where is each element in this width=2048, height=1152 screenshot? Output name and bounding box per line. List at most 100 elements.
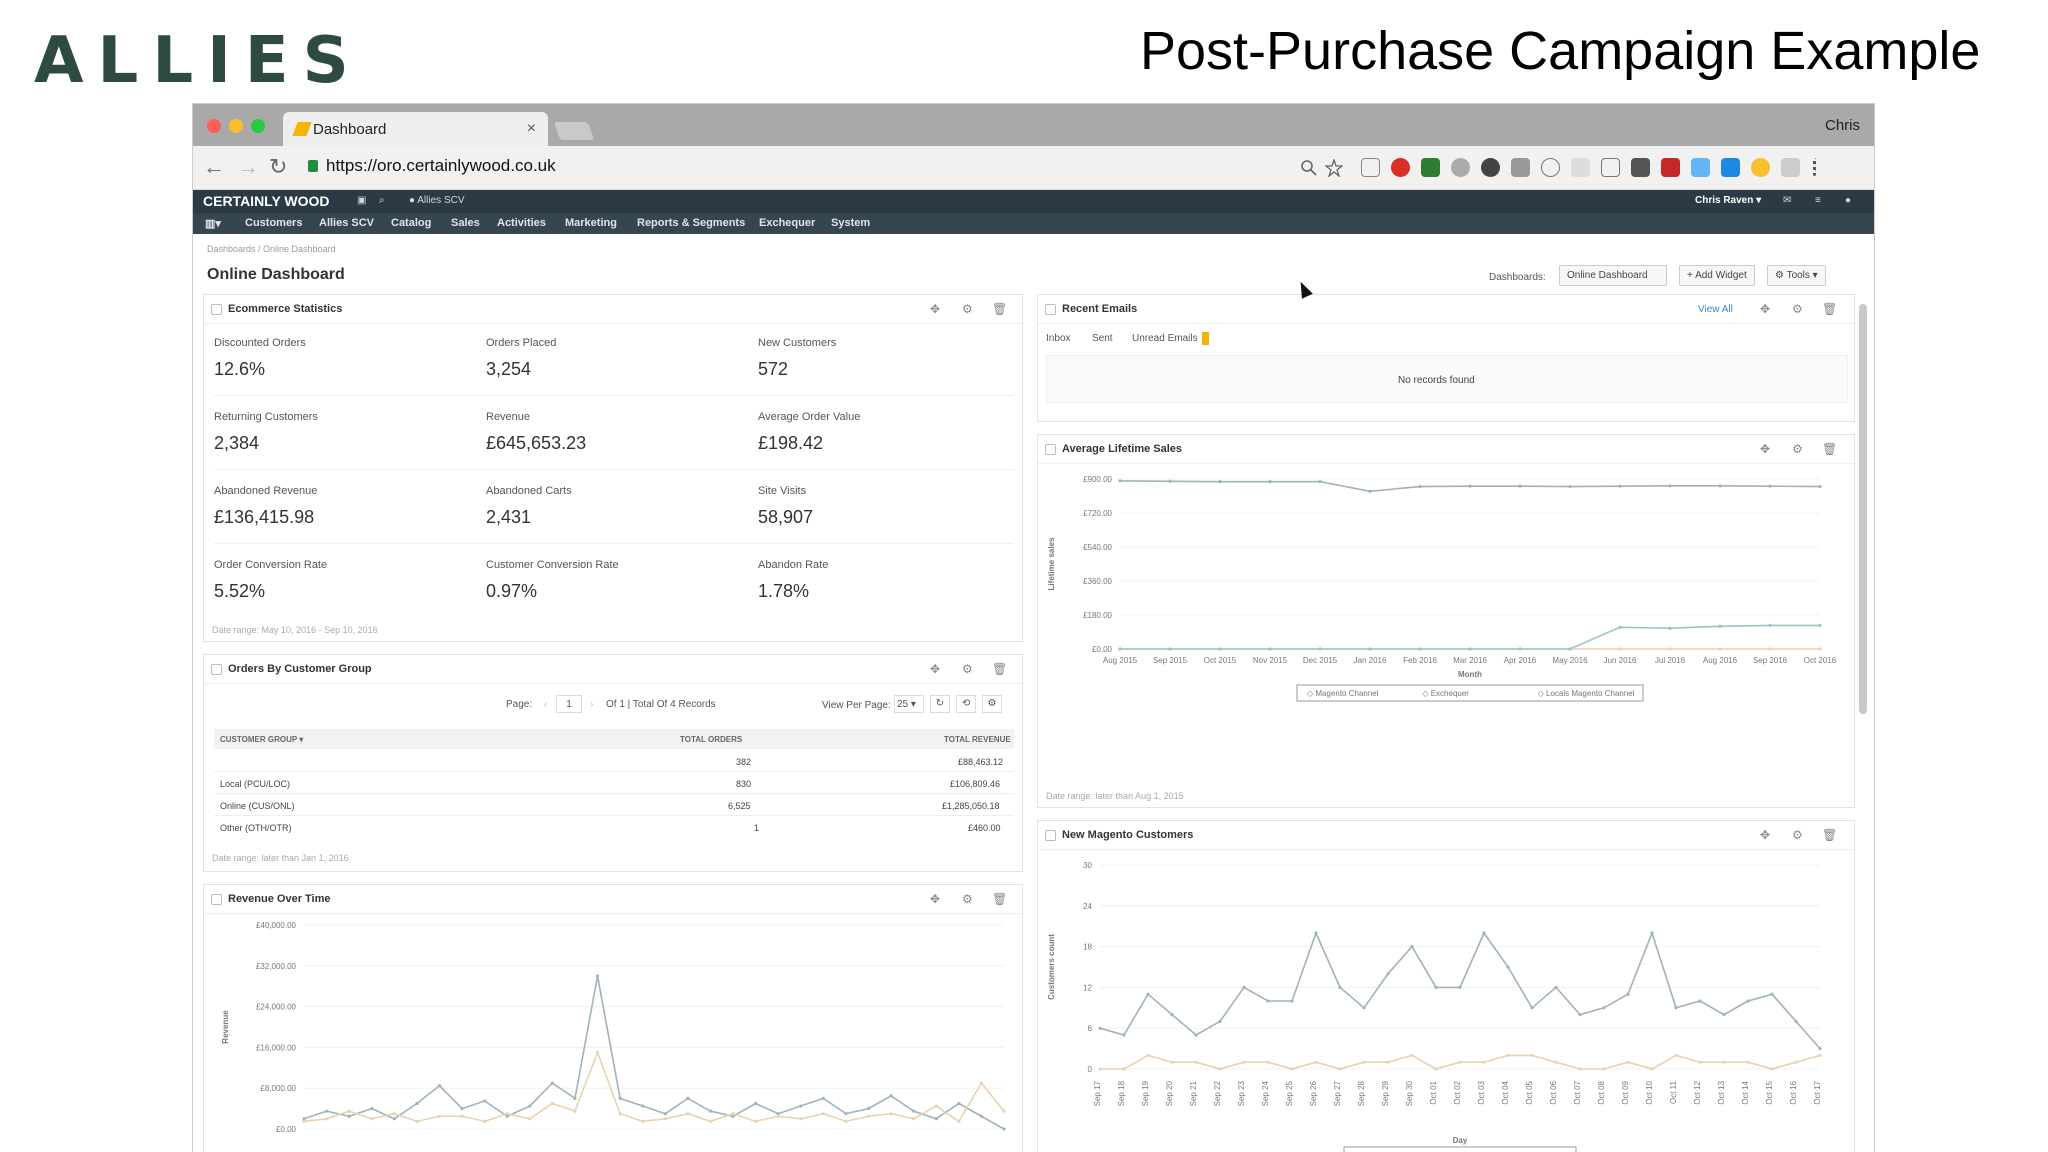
lock-extension-icon[interactable]: [1721, 158, 1740, 177]
delete-icon[interactable]: 🗑: [992, 892, 1008, 906]
data-point: [1768, 647, 1772, 651]
dashboard-select[interactable]: Online Dashboard: [1559, 265, 1667, 286]
new-tab-button[interactable]: [553, 122, 595, 140]
x-tick-label: Sep 29: [1381, 1080, 1390, 1106]
delete-icon[interactable]: 🗑: [1822, 442, 1838, 456]
move-icon[interactable]: ✥: [930, 892, 941, 906]
settings-icon[interactable]: ⚙: [962, 892, 973, 906]
browser-tab-dashboard[interactable]: Dashboard ×: [283, 112, 548, 146]
move-icon[interactable]: ✥: [1760, 302, 1771, 316]
per-page-select[interactable]: 25 ▾: [894, 695, 924, 713]
collapse-icon[interactable]: [211, 304, 222, 315]
x-tick-label: Oct 2016: [1804, 656, 1837, 665]
menu-item[interactable]: Allies SCV: [319, 217, 375, 229]
next-page-icon[interactable]: ›: [590, 699, 594, 710]
data-point: [708, 1119, 713, 1123]
menu-item[interactable]: Customers: [245, 217, 303, 229]
menu-kebab-icon[interactable]: [1813, 158, 1819, 177]
view-all-link[interactable]: View All: [1698, 304, 1733, 315]
tab-close-icon[interactable]: ×: [526, 120, 536, 137]
shortcuts-icon[interactable]: ▣: [357, 195, 367, 206]
stat-value: 0.97%: [486, 581, 538, 601]
move-icon[interactable]: ✥: [930, 662, 941, 676]
grid-settings-icon[interactable]: ⚙: [982, 695, 1002, 713]
dashboard-menu-icon[interactable]: ▥▾: [205, 218, 221, 230]
data-point: [1602, 1006, 1606, 1010]
close-window-icon[interactable]: [207, 119, 221, 133]
minimize-window-icon[interactable]: [229, 119, 243, 133]
collapse-icon[interactable]: [1045, 830, 1056, 841]
settings-icon[interactable]: ⚙: [962, 302, 973, 316]
collapse-icon[interactable]: [1045, 444, 1056, 455]
page-scrollbar[interactable]: [1859, 304, 1867, 714]
profile-name[interactable]: Chris: [1824, 117, 1860, 134]
help-icon[interactable]: ●: [1845, 195, 1852, 206]
settings-icon[interactable]: ⚙: [1792, 302, 1803, 316]
menu-item[interactable]: Sales: [451, 217, 480, 229]
url-input[interactable]: https://oro.certainlywood.co.uk: [308, 156, 556, 176]
breadcrumb[interactable]: Dashboards / Online Dashboard: [207, 244, 336, 254]
add-widget-button[interactable]: + Add Widget: [1679, 265, 1755, 286]
move-icon[interactable]: ✥: [930, 302, 941, 316]
mail-icon[interactable]: ✉: [1783, 195, 1792, 206]
menu-item[interactable]: Marketing: [565, 217, 617, 229]
move-icon[interactable]: ✥: [1760, 442, 1771, 456]
bookmark-star-icon[interactable]: [1325, 159, 1343, 177]
delete-icon[interactable]: 🗑: [1822, 828, 1838, 842]
collapse-icon[interactable]: [211, 894, 222, 905]
move-icon[interactable]: ✥: [1760, 828, 1771, 842]
menu-item[interactable]: Activities: [497, 217, 546, 229]
screen-extension-icon[interactable]: [1601, 158, 1620, 177]
forward-icon[interactable]: →: [237, 154, 259, 179]
calendar-extension-icon[interactable]: [1661, 158, 1680, 177]
settings-icon[interactable]: ⚙: [962, 662, 973, 676]
gmail-extension-icon[interactable]: [1631, 158, 1650, 177]
tools-button[interactable]: ⚙ Tools ▾: [1767, 265, 1826, 286]
column-header-total-orders[interactable]: TOTAL ORDERS: [680, 735, 743, 744]
reload-icon[interactable]: ↻: [269, 154, 288, 179]
grid-extension-icon[interactable]: [1511, 158, 1530, 177]
delete-icon[interactable]: 🗑: [992, 302, 1008, 316]
settings-icon[interactable]: ⚙: [1792, 828, 1803, 842]
menu-item[interactable]: Reports & Segments: [637, 217, 746, 229]
info-extension-icon[interactable]: [1541, 158, 1560, 177]
date-extension-icon[interactable]: [1691, 158, 1710, 177]
adblock-extension-icon[interactable]: [1391, 158, 1410, 177]
delete-icon[interactable]: 🗑: [992, 662, 1008, 676]
settings-icon[interactable]: ⚙: [1792, 442, 1803, 456]
menu-item[interactable]: System: [831, 217, 871, 229]
leaf-extension-icon[interactable]: [1751, 158, 1770, 177]
user-menu[interactable]: Chris Raven ▾: [1695, 195, 1762, 206]
menu-item[interactable]: Catalog: [391, 217, 432, 229]
cast-extension-icon[interactable]: [1361, 158, 1380, 177]
app-search-icon[interactable]: ⌕: [379, 195, 385, 206]
refresh-icon[interactable]: ↻: [930, 695, 950, 713]
delete-icon[interactable]: 🗑: [1822, 302, 1838, 316]
column-header-customer-group[interactable]: CUSTOMER GROUP ▾: [220, 735, 304, 744]
tab-unread-emails[interactable]: Unread Emails: [1132, 333, 1198, 344]
bw-extension-icon[interactable]: [1421, 158, 1440, 177]
collapse-icon[interactable]: [211, 664, 222, 675]
eye-extension-icon[interactable]: [1451, 158, 1470, 177]
collapse-icon[interactable]: [1045, 304, 1056, 315]
prev-page-icon[interactable]: ‹: [544, 699, 548, 710]
table-cell-group: Online (CUS/ONL): [220, 801, 295, 811]
zoom-icon[interactable]: [1301, 160, 1317, 176]
tab-sent[interactable]: Sent: [1092, 333, 1113, 344]
reset-icon[interactable]: ⟲: [956, 695, 976, 713]
back-icon[interactable]: ←: [203, 154, 225, 179]
stat-value: 3,254: [486, 359, 532, 379]
maximize-window-icon[interactable]: [251, 119, 265, 133]
page-number-input[interactable]: 1: [556, 695, 582, 713]
app-brand[interactable]: CERTAINLY WOOD: [203, 193, 330, 209]
menu-item[interactable]: Exchequer: [759, 217, 816, 229]
page-extension-icon[interactable]: [1781, 158, 1800, 177]
column-header-total-revenue[interactable]: TOTAL REVENUE: [944, 735, 1011, 744]
ghostery-extension-icon[interactable]: [1481, 158, 1500, 177]
organization-switcher[interactable]: ● Allies SCV: [409, 195, 465, 206]
tab-inbox[interactable]: Inbox: [1046, 333, 1071, 344]
box-extension-icon[interactable]: [1571, 158, 1590, 177]
hamburger-menu-icon[interactable]: ≡: [1815, 195, 1821, 206]
legend-entry: ◇ Locals Magento Channel: [1538, 689, 1635, 698]
x-tick-label: Feb 2016: [1403, 656, 1437, 665]
